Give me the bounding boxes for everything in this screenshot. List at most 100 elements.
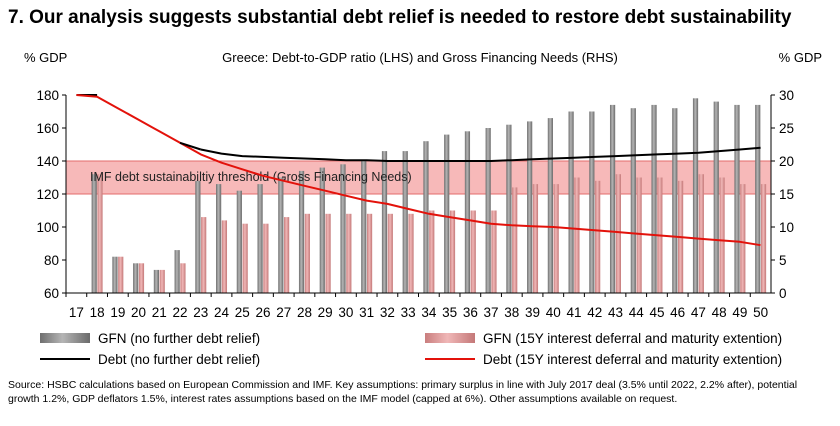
left-tick-label-80: 80 — [44, 253, 59, 268]
x-tick-label-49: 49 — [732, 305, 747, 320]
gfn-relief-bar-22 — [180, 263, 186, 293]
x-tick-label-26: 26 — [255, 305, 270, 320]
right-tick-label-0: 0 — [779, 286, 787, 301]
gfn-relief-bar-33 — [408, 213, 414, 293]
source-note: Source: HSBC calculations based on Europ… — [8, 379, 798, 405]
left-axis-unit: % GDP — [24, 50, 68, 65]
x-tick-label-29: 29 — [318, 305, 333, 320]
x-tick-label-37: 37 — [484, 305, 499, 320]
x-tick-label-50: 50 — [753, 305, 768, 320]
gfn-base-bar-18 — [91, 174, 97, 293]
x-tick-label-28: 28 — [297, 305, 312, 320]
x-tick-label-22: 22 — [173, 305, 188, 320]
right-axis-unit: % GDP — [778, 50, 822, 65]
x-tick-label-19: 19 — [110, 305, 125, 320]
x-tick-label-39: 39 — [525, 305, 540, 320]
gfn-relief-bar-25 — [242, 223, 248, 293]
gfn-base-bar-28 — [298, 170, 305, 293]
legend-label-2: Debt (no further debt relief) — [98, 352, 260, 367]
gfn-base-bar-44 — [630, 108, 636, 293]
debt-base-line-join — [179, 141, 202, 151]
gfn-relief-bar-19 — [118, 256, 124, 293]
legend-swatch-0 — [40, 333, 90, 343]
x-tick-label-43: 43 — [608, 305, 623, 320]
legend-swatch-1 — [425, 333, 475, 343]
gfn-base-bar-34 — [423, 141, 429, 293]
chart-canvas: IMF debt sustainabiltiy threshold (Gross… — [36, 88, 794, 367]
x-tick-label-45: 45 — [649, 305, 664, 320]
x-tick-label-46: 46 — [670, 305, 685, 320]
gfn-base-bar-20 — [133, 263, 139, 293]
gfn-relief-bar-40 — [553, 184, 559, 293]
x-tick-label-33: 33 — [401, 305, 416, 320]
gfn-relief-bar-41 — [574, 177, 580, 293]
gfn-relief-bar-26 — [263, 223, 269, 293]
gfn-relief-bar-34 — [429, 210, 435, 293]
gfn-base-bar-29 — [319, 167, 325, 293]
x-tick-label-36: 36 — [463, 305, 478, 320]
x-tick-label-38: 38 — [504, 305, 519, 320]
gfn-relief-bar-21 — [159, 269, 165, 293]
gfn-base-bar-47 — [692, 98, 699, 293]
x-tick-label-34: 34 — [421, 305, 437, 320]
gfn-relief-bar-48 — [719, 177, 725, 293]
right-tick-label-15: 15 — [779, 187, 794, 202]
gfn-base-bar-35 — [444, 134, 450, 293]
x-tick-label-23: 23 — [193, 305, 208, 320]
gfn-relief-bar-27 — [284, 217, 290, 293]
gfn-base-bar-46 — [672, 108, 678, 293]
debt-base-line — [76, 94, 761, 162]
gfn-relief-bar-39 — [532, 184, 539, 293]
gfn-base-bar-25 — [236, 190, 242, 293]
gfn-relief-bar-30 — [346, 213, 352, 293]
gfn-relief-bar-20 — [138, 263, 145, 293]
x-tick-label-27: 27 — [276, 305, 291, 320]
gfn-base-bar-41 — [568, 111, 574, 293]
left-tick-label-140: 140 — [36, 154, 59, 169]
gfn-base-bar-36 — [464, 131, 471, 293]
gfn-base-bar-48 — [713, 101, 719, 293]
x-tick-label-18: 18 — [90, 305, 105, 320]
gfn-relief-bar-29 — [325, 213, 331, 293]
gfn-base-bar-32 — [381, 151, 388, 293]
gfn-base-bar-50 — [755, 104, 761, 294]
left-tick-label-120: 120 — [36, 187, 59, 202]
gfn-base-bar-39 — [527, 121, 533, 294]
gfn-relief-bar-49 — [740, 184, 746, 293]
right-tick-label-25: 25 — [779, 121, 794, 136]
gfn-base-bar-21 — [153, 269, 160, 293]
gfn-relief-bar-32 — [387, 213, 393, 293]
x-tick-label-25: 25 — [235, 305, 250, 320]
gfn-base-bar-19 — [112, 256, 118, 293]
left-tick-label-60: 60 — [44, 286, 59, 301]
gfn-relief-bar-24 — [221, 220, 228, 293]
gfn-base-bar-33 — [402, 151, 408, 293]
x-tick-label-42: 42 — [587, 305, 602, 320]
x-tick-label-41: 41 — [566, 305, 581, 320]
legend-label-0: GFN (no further debt relief) — [98, 331, 260, 346]
gfn-base-bar-31 — [361, 161, 367, 293]
x-tick-label-40: 40 — [546, 305, 561, 320]
threshold-band-label: IMF debt sustainabiltiy threshold (Gross… — [90, 170, 412, 184]
x-tick-label-35: 35 — [442, 305, 457, 320]
x-tick-label-17: 17 — [69, 305, 84, 320]
x-tick-label-32: 32 — [380, 305, 395, 320]
left-tick-label-160: 160 — [36, 121, 59, 136]
right-tick-label-10: 10 — [779, 220, 794, 235]
x-tick-label-31: 31 — [359, 305, 374, 320]
right-tick-label-20: 20 — [779, 154, 794, 169]
gfn-relief-bar-44 — [636, 177, 642, 293]
gfn-relief-bar-18 — [97, 174, 103, 293]
gfn-relief-bar-50 — [760, 184, 767, 293]
gfn-relief-bar-28 — [304, 213, 310, 293]
gfn-relief-bar-31 — [366, 213, 373, 293]
x-tick-label-47: 47 — [691, 305, 706, 320]
x-tick-label-20: 20 — [131, 305, 146, 320]
gfn-base-bar-38 — [506, 124, 512, 293]
gfn-base-bar-30 — [340, 164, 346, 293]
left-tick-label-100: 100 — [36, 220, 59, 235]
gfn-relief-bar-38 — [512, 187, 518, 293]
legend-label-1: GFN (15Y interest deferral and maturity … — [483, 331, 782, 346]
gfn-base-bar-22 — [174, 250, 180, 293]
gfn-base-bar-26 — [257, 184, 263, 293]
